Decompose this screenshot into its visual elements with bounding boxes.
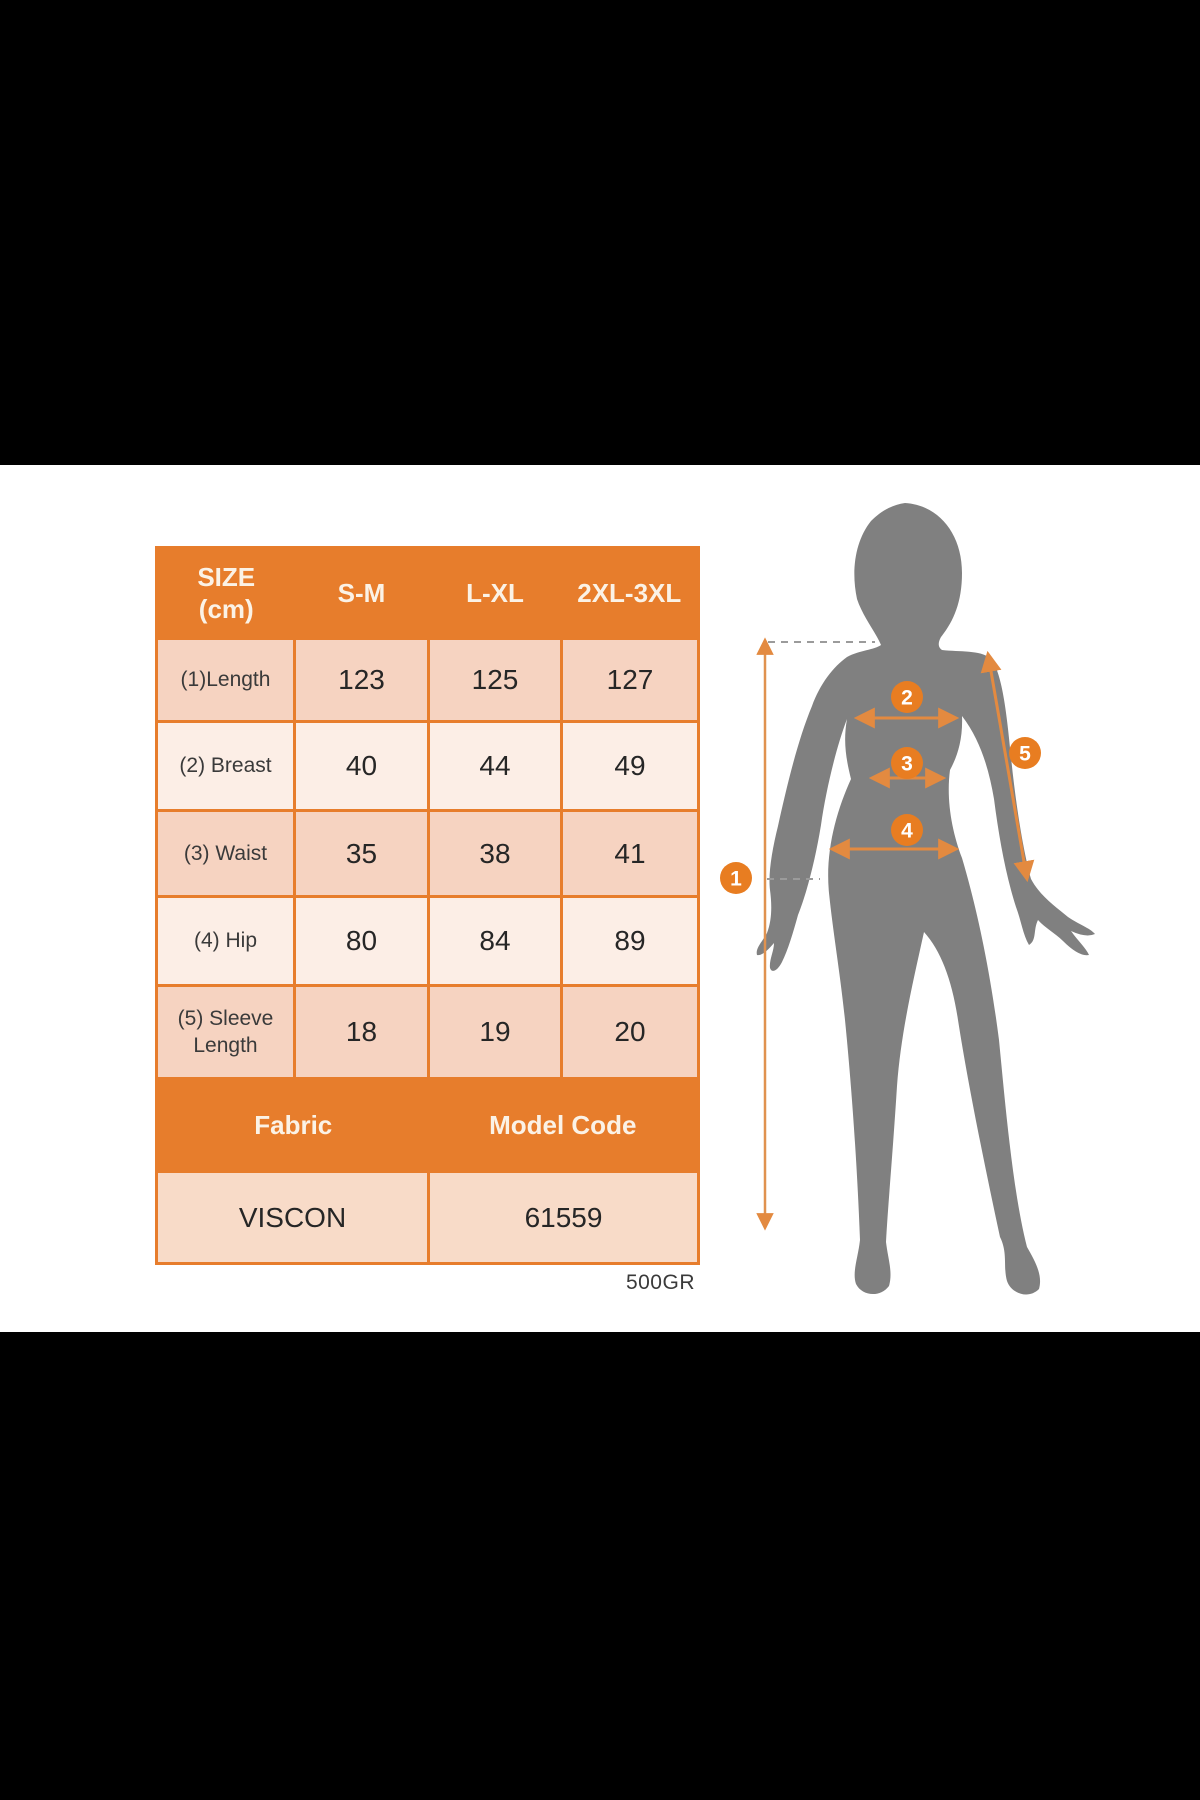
row-label-length: (1)Length: [155, 637, 296, 723]
column-header-l-xl: L-XL: [428, 547, 562, 639]
marker-4: 4: [891, 814, 923, 846]
fabric-value: VISCON: [155, 1170, 430, 1265]
marker-5-label: 5: [1019, 743, 1031, 766]
cell-sleeve-2xl: 20: [560, 984, 700, 1080]
table-header-row: SIZE (cm) S-M L-XL 2XL-3XL: [156, 547, 699, 639]
marker-2-label: 2: [901, 687, 913, 710]
row-label-sleeve-length: (5) Sleeve Length: [155, 984, 296, 1080]
row-label-waist: (3) Waist: [155, 809, 296, 898]
weight-note: 500GR: [625, 1271, 695, 1294]
cell-breast-sm: 40: [293, 720, 430, 812]
table-row-waist: (3) Waist 35 38 41: [155, 809, 700, 898]
table-row-breast: (2) Breast 40 44 49: [155, 720, 700, 812]
cell-hip-lxl: 84: [427, 895, 563, 987]
sleeve-arrow: [980, 650, 1035, 883]
size-header-line1: SIZE: [197, 561, 256, 592]
row-label-hip: (4) Hip: [155, 895, 296, 987]
column-header-2xl-3xl: 2XL-3XL: [561, 547, 699, 639]
cell-sleeve-sm: 18: [293, 984, 430, 1080]
cell-waist-2xl: 41: [560, 809, 700, 898]
marker-1-label: 1: [730, 868, 742, 891]
table-row-length: (1)Length 123 125 127: [155, 637, 700, 723]
cell-length-sm: 123: [293, 637, 430, 723]
size-header-line2: (cm): [198, 594, 254, 624]
table-footer-header-row: Fabric Model Code: [156, 1078, 699, 1172]
body-silhouette: [756, 503, 1095, 1295]
cell-breast-lxl: 44: [427, 720, 563, 812]
marker-5: 5: [1009, 737, 1041, 769]
marker-4-label: 4: [901, 820, 913, 843]
marker-3-label: 3: [901, 753, 913, 776]
cell-hip-sm: 80: [293, 895, 430, 987]
row-label-breast: (2) Breast: [155, 720, 296, 812]
measurement-diagram: 1 2 3 4 5: [720, 503, 1095, 1295]
size-table-grid: SIZE (cm) S-M L-XL 2XL-3XL (1)Length 123…: [155, 546, 700, 1265]
table-row-sleeve-length: (5) Sleeve Length 18 19 20: [155, 984, 700, 1080]
table-footer-value-row: VISCON 61559: [155, 1170, 700, 1265]
cell-hip-2xl: 89: [560, 895, 700, 987]
fabric-header: Fabric: [156, 1078, 429, 1172]
size-cm-header: SIZE (cm): [156, 547, 295, 639]
marker-2: 2: [891, 681, 923, 713]
cell-breast-2xl: 49: [560, 720, 700, 812]
table-row-hip: (4) Hip 80 84 89: [155, 895, 700, 987]
cell-length-2xl: 127: [560, 637, 700, 723]
marker-3: 3: [891, 747, 923, 779]
cell-length-lxl: 125: [427, 637, 563, 723]
size-table: SIZE (cm) S-M L-XL 2XL-3XL (1)Length 123…: [155, 546, 700, 1265]
column-header-s-m: S-M: [294, 547, 429, 639]
model-code-header: Model Code: [428, 1078, 699, 1172]
model-code-value: 61559: [427, 1170, 700, 1265]
cell-waist-lxl: 38: [427, 809, 563, 898]
content-area: SIZE (cm) S-M L-XL 2XL-3XL (1)Length 123…: [0, 465, 1200, 1332]
cell-waist-sm: 35: [293, 809, 430, 898]
cell-sleeve-lxl: 19: [427, 984, 563, 1080]
marker-1: 1: [720, 862, 752, 894]
